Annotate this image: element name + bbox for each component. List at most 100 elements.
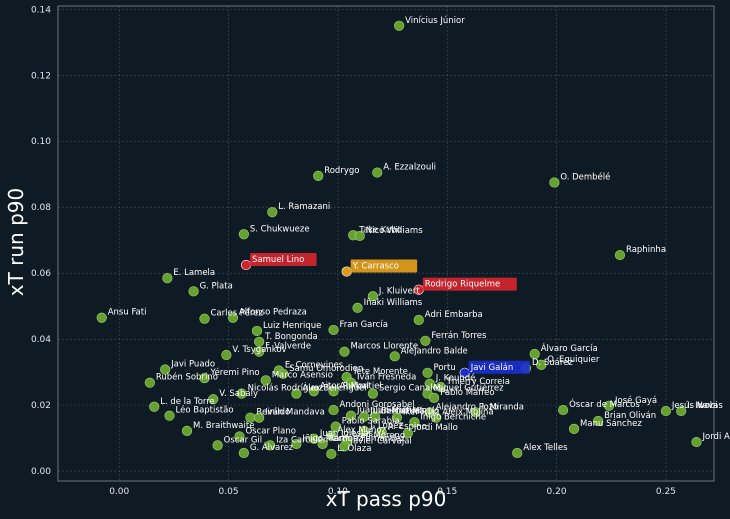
point-label: Álex Muñoz: [337, 423, 386, 435]
data-point: [227, 312, 239, 323]
point-label: Juan Manuel: [369, 407, 422, 417]
point-label: Iván Fresneda: [357, 373, 416, 383]
point-label: Álex Berenguer: [302, 382, 368, 394]
data-point: [199, 313, 210, 324]
point-label: Adri Embarba: [425, 310, 483, 320]
data-point: [359, 411, 370, 422]
label-highlight-box: [350, 259, 418, 273]
point-label: Marcos Llorente: [350, 342, 418, 352]
data-point: [265, 440, 276, 451]
x-tick-label: 0.10: [328, 487, 348, 497]
point-label: Rodrigo Riquelme: [425, 280, 500, 290]
data-point: [512, 447, 523, 459]
data-point: [424, 378, 435, 389]
point-label: G. Álvarez: [250, 441, 294, 453]
data-point: [614, 249, 626, 261]
point-label: Alex Telles: [523, 443, 568, 453]
data-point: [308, 433, 319, 444]
label-highlight-box: [422, 277, 517, 291]
data-point: [431, 412, 442, 423]
data-point: [470, 407, 481, 418]
data-point: [278, 368, 289, 379]
point-label: Pablo Sarabia: [342, 417, 400, 427]
point-label: Tete Morente: [352, 367, 408, 377]
point-label: Iñigo Martínez: [302, 434, 363, 444]
data-point: [549, 177, 560, 188]
axis-ticks: 0.00 0.05 0.10 0.15 0.20 0.25 0.00 0.02 0.04 0.06…: [31, 5, 676, 497]
point-label: S. Chukwueze: [250, 224, 310, 234]
data-point: [341, 266, 352, 277]
data-point: [96, 312, 107, 323]
data-point: [328, 324, 339, 336]
data-point: [326, 430, 337, 441]
data-point: [149, 401, 160, 412]
point-label: Marco Asensio: [272, 370, 333, 380]
point-label: I. Iwobi: [687, 401, 717, 411]
data-point: [376, 427, 387, 438]
point-label: Andoni Gorosabel: [340, 400, 415, 410]
point-label: Vinícius Júnior: [405, 16, 465, 26]
point-label: Iñaki Williams: [364, 298, 423, 308]
point-label: Take Kubo: [358, 225, 402, 235]
y-tick-label: 0.10: [31, 137, 51, 147]
point-label: Jesús Navas: [671, 401, 723, 411]
data-point: [558, 404, 569, 416]
data-point: [593, 415, 604, 427]
data-point: [603, 400, 615, 411]
data-point: [568, 423, 580, 434]
point-label: Yéremi Pino: [210, 367, 260, 378]
point-label: M. Braithwaite: [193, 421, 254, 431]
point-label: Ferrán Torres: [431, 331, 487, 341]
point-label: Alfonso Pedraza: [239, 308, 307, 318]
point-label: E. Cornevines: [285, 360, 344, 370]
data-point: [354, 230, 365, 242]
data-point: [402, 428, 413, 439]
data-point: [328, 386, 339, 397]
data-point: [394, 20, 405, 31]
point-label: F. Valverde: [265, 342, 311, 352]
point-label: G. Plata: [200, 281, 233, 291]
data-point: [251, 325, 263, 337]
point-label: Jordi Mallo: [413, 423, 458, 433]
data-point: [160, 364, 171, 375]
point-label: Oscar Gil: [224, 435, 263, 445]
point-label: Alejandro Pozo: [436, 402, 499, 412]
data-point: [260, 375, 271, 386]
x-tick-label: 0.20: [547, 487, 567, 497]
data-point: [660, 405, 671, 417]
data-point: [429, 392, 440, 403]
point-label: Aitor Ruibal: [320, 381, 369, 391]
point-label: L. Ramazani: [278, 202, 330, 212]
data-point: [536, 359, 547, 370]
x-tick-label: 0.05: [219, 487, 239, 497]
point-label: Óscar de Marcos: [569, 398, 640, 410]
data-point: [144, 377, 155, 388]
point-label: José Gayá: [614, 395, 657, 406]
point-label: A. Ezzalzouli: [383, 163, 436, 173]
data-point: [413, 314, 424, 326]
y-tick-label: 0.06: [31, 269, 51, 279]
data-point: [345, 377, 357, 388]
point-label: Alejandro Balde: [401, 346, 468, 356]
point-label: Y. Carrasco: [352, 262, 399, 272]
point-label: Raphinha: [626, 245, 666, 255]
point-label: O. Equiquier: [547, 355, 600, 365]
y-axis-title: xT run p90: [4, 188, 28, 297]
data-point: [676, 405, 687, 417]
point-label: T. Bongonda: [264, 332, 318, 342]
point-label: V. Sabaly: [219, 389, 258, 399]
point-label: Juanlu Sánchez: [356, 406, 422, 416]
point-label: J. Kluivert: [378, 286, 420, 296]
data-point: [435, 381, 446, 393]
point-label: E. Lamela: [173, 268, 215, 278]
point-label: Reinildo: [256, 408, 290, 418]
data-point: [238, 447, 249, 459]
data-point: [221, 349, 232, 361]
point-label: A. Espino: [388, 422, 427, 432]
point-label: Miguel Gutiérrez: [434, 383, 505, 394]
point-label: Juan Iglesias: [319, 429, 374, 439]
y-tick-label: 0.02: [31, 401, 51, 411]
point-label: Iza Carcelén: [276, 434, 328, 445]
point-label: Samuel Lino: [252, 255, 304, 265]
